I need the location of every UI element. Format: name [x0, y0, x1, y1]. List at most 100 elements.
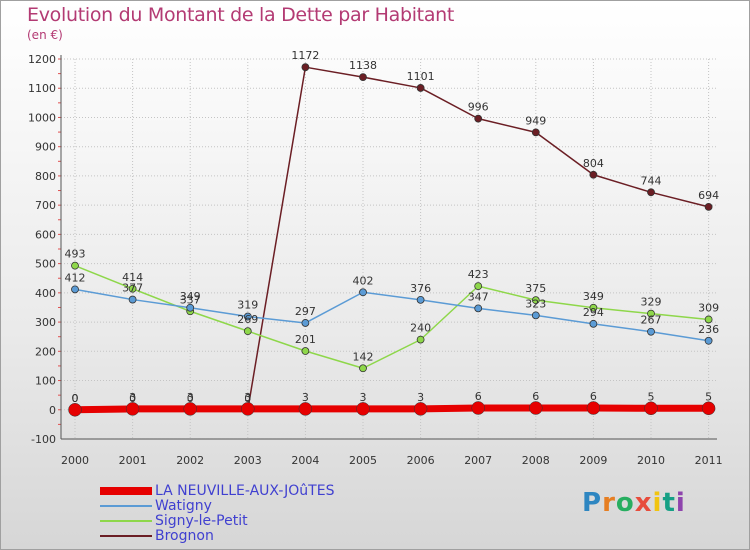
- data-label: 0: [129, 392, 136, 405]
- data-point: [531, 128, 540, 137]
- y-tick-label: 1100: [28, 82, 56, 95]
- data-label: 3: [187, 391, 194, 404]
- data-point: [474, 282, 483, 291]
- data-point: [125, 402, 140, 416]
- data-label: 201: [295, 333, 316, 346]
- y-tick-label: 1200: [28, 53, 56, 66]
- data-point: [359, 288, 367, 297]
- data-point: [647, 309, 655, 318]
- y-tick-label: 500: [35, 258, 56, 271]
- data-point: [589, 319, 598, 328]
- data-point: [589, 170, 598, 179]
- data-point: [531, 296, 540, 305]
- data-point: [531, 311, 540, 320]
- data-label: 414: [122, 271, 143, 284]
- data-label: 804: [583, 157, 604, 170]
- data-label: 267: [641, 314, 662, 327]
- data-label: 337: [180, 293, 201, 306]
- data-label: 1172: [291, 49, 319, 62]
- data-label: 3: [360, 391, 367, 404]
- x-tick-label: 2005: [349, 454, 377, 467]
- data-label: 376: [410, 282, 431, 295]
- data-point: [529, 401, 543, 415]
- x-tick-label: 2002: [176, 454, 204, 467]
- data-label: 6: [532, 390, 539, 403]
- data-point: [298, 402, 313, 416]
- x-tick-label: 2008: [522, 454, 550, 467]
- data-point: [413, 402, 428, 416]
- data-point: [647, 327, 655, 336]
- data-point: [701, 401, 716, 416]
- data-point: [359, 364, 367, 373]
- data-label: 377: [122, 282, 143, 295]
- data-label: 6: [590, 390, 597, 403]
- y-tick-label: 300: [35, 316, 56, 329]
- data-label: 329: [641, 296, 662, 309]
- data-point: [186, 303, 195, 312]
- data-point: [416, 84, 425, 92]
- legend-label: Signy-le-Petit: [155, 513, 248, 529]
- data-label: 323: [525, 297, 546, 310]
- x-tick-label: 2009: [579, 454, 607, 467]
- data-label: 240: [410, 322, 431, 335]
- x-tick-label: 2011: [695, 454, 723, 467]
- data-point: [301, 319, 310, 327]
- data-point: [644, 401, 658, 416]
- data-label: 5: [705, 390, 712, 403]
- data-point: [704, 336, 713, 345]
- data-point: [471, 401, 485, 415]
- data-label: 5: [648, 390, 655, 403]
- data-label: 309: [698, 301, 719, 314]
- legend-swatch: [100, 520, 152, 522]
- logo-letter: i: [652, 488, 663, 518]
- data-label: 423: [468, 268, 489, 281]
- x-tick-label: 2003: [234, 454, 262, 467]
- data-label: 949: [525, 114, 546, 127]
- x-tick-label: 2000: [61, 454, 89, 467]
- data-point: [301, 347, 310, 355]
- data-label: 3: [129, 391, 136, 404]
- legend-swatch: [100, 535, 152, 537]
- legend-swatch: [100, 505, 152, 507]
- data-point: [183, 402, 197, 416]
- y-tick-label: 1000: [28, 111, 56, 124]
- legend-swatch: [100, 487, 152, 495]
- proxiti-logo: Proxiti: [582, 488, 686, 518]
- logo-letter: t: [662, 488, 676, 518]
- chart-subtitle: (en €): [27, 28, 63, 42]
- y-tick-label: 400: [35, 287, 56, 300]
- data-point: [243, 327, 252, 336]
- y-tick-label: 600: [35, 228, 56, 241]
- logo-letter: i: [675, 488, 686, 518]
- data-point: [474, 114, 483, 123]
- y-tick-label: 0: [49, 404, 56, 417]
- data-point: [71, 261, 79, 270]
- data-label: 694: [698, 189, 719, 202]
- y-tick-label: 800: [35, 170, 56, 183]
- data-label: 3: [302, 391, 309, 404]
- data-label: 1101: [407, 70, 435, 83]
- x-tick-label: 2010: [637, 454, 665, 467]
- data-point: [356, 402, 370, 416]
- data-label: 297: [295, 305, 316, 318]
- data-point: [416, 295, 425, 304]
- data-point: [241, 402, 255, 416]
- y-tick-label: 700: [35, 199, 56, 212]
- data-point: [589, 303, 598, 312]
- data-label: 347: [468, 290, 489, 303]
- data-point: [128, 295, 137, 304]
- data-point: [68, 403, 82, 417]
- logo-letter: x: [634, 488, 653, 518]
- data-label: 0: [72, 392, 79, 405]
- data-label: 0: [244, 392, 251, 405]
- y-tick-label: 900: [35, 141, 56, 154]
- y-tick-label: 100: [35, 375, 56, 388]
- data-label: 319: [237, 299, 258, 312]
- data-point: [128, 284, 137, 293]
- data-label: 6: [475, 390, 482, 403]
- data-point: [359, 73, 367, 82]
- y-tick-label: -100: [31, 433, 56, 446]
- x-tick-label: 2006: [407, 454, 435, 467]
- logo-letter: o: [615, 488, 635, 518]
